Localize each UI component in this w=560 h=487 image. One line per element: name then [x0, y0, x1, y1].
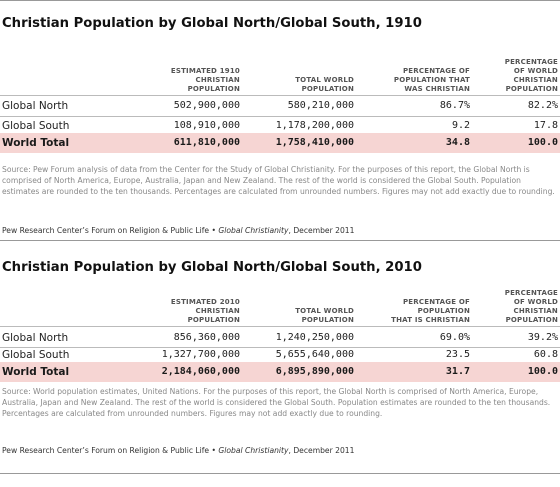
table-row: Global South 108,910,000 1,178,200,000 9…	[0, 116, 560, 136]
row-label: Global North	[2, 332, 69, 344]
cell-total-pop: 580,210,000	[287, 100, 354, 111]
row-label: Global North	[2, 100, 69, 112]
credit-line: Pew Research Center’s Forum on Religion …	[2, 446, 354, 455]
header-pct-world-christian: PERCENTAGE OF WORLD CHRISTIAN POPULATION	[504, 289, 558, 324]
credit-line: Pew Research Center’s Forum on Religion …	[2, 226, 354, 235]
cell-total-pop: 1,240,250,000	[275, 332, 354, 343]
header-rule	[0, 326, 560, 327]
cell-christian-pop: 108,910,000	[173, 120, 240, 131]
cell-christian-pop: 1,327,700,000	[161, 349, 240, 360]
cell-total-pop: 5,655,640,000	[275, 349, 354, 360]
cell-total-pop: 1,178,200,000	[275, 120, 354, 131]
table-row: Global South 1,327,700,000 5,655,640,000…	[0, 345, 560, 365]
row-label: World Total	[2, 137, 70, 149]
header-total-world: TOTAL WORLD POPULATION	[295, 307, 354, 324]
source-note: Source: World population estimates, Unit…	[2, 387, 551, 418]
cell-pct-christian: 34.8	[445, 137, 470, 148]
credit-publication: Global Christianity	[218, 446, 289, 455]
header-total-world: TOTAL WORLD POPULATION	[295, 76, 354, 93]
header-estimated-christian: ESTIMATED 1910 CHRISTIAN POPULATION	[170, 67, 240, 93]
cell-pct-christian: 23.5	[445, 349, 470, 360]
cell-pct-world: 82.2%	[527, 100, 558, 111]
row-rule	[0, 347, 560, 348]
table-title: Christian Population by Global North/Glo…	[2, 260, 422, 275]
credit-publication: Global Christianity	[218, 226, 289, 235]
header-rule	[0, 95, 560, 96]
cell-pct-christian: 9.2	[451, 120, 470, 131]
cell-christian-pop: 2,184,060,000	[161, 366, 240, 377]
cell-christian-pop: 856,360,000	[173, 332, 240, 343]
source-note: Source: Pew Forum analysis of data from …	[2, 165, 555, 196]
row-label: Global South	[2, 120, 70, 132]
section-divider	[0, 0, 560, 1]
cell-pct-world: 17.8	[533, 120, 558, 131]
section-divider	[0, 240, 560, 241]
credit-date: , December 2011	[288, 226, 355, 235]
credit-date: , December 2011	[288, 446, 355, 455]
header-pct-world-christian: PERCENTAGE OF WORLD CHRISTIAN POPULATION	[504, 58, 558, 93]
credit-org: Pew Research Center’s Forum on Religion …	[2, 226, 216, 235]
cell-total-pop: 6,895,890,000	[275, 366, 354, 377]
cell-pct-christian: 69.0%	[439, 332, 470, 343]
row-label: World Total	[2, 366, 70, 378]
cell-pct-christian: 86.7%	[439, 100, 470, 111]
cell-christian-pop: 502,900,000	[173, 100, 240, 111]
header-estimated-christian: ESTIMATED 2010 CHRISTIAN POPULATION	[170, 298, 240, 324]
bottom-divider	[0, 473, 560, 474]
cell-pct-world: 60.8	[533, 349, 558, 360]
credit-org: Pew Research Center’s Forum on Religion …	[2, 446, 216, 455]
table-row: Global North 502,900,000 580,210,000 86.…	[0, 96, 560, 116]
table-row-total: World Total 611,810,000 1,758,410,000 34…	[0, 133, 560, 153]
cell-pct-world: 39.2%	[527, 332, 558, 343]
table-row: Global North 856,360,000 1,240,250,000 6…	[0, 328, 560, 348]
row-label: Global South	[2, 349, 70, 361]
table-row-total: World Total 2,184,060,000 6,895,890,000 …	[0, 362, 560, 382]
cell-pct-christian: 31.7	[445, 366, 470, 377]
header-pct-population: PERCENTAGE OF POPULATION THAT WAS CHRIST…	[393, 67, 470, 93]
row-rule	[0, 116, 560, 117]
table-title: Christian Population by Global North/Glo…	[2, 16, 422, 31]
cell-pct-world: 100.0	[527, 137, 558, 148]
cell-christian-pop: 611,810,000	[173, 137, 240, 148]
cell-total-pop: 1,758,410,000	[275, 137, 354, 148]
cell-pct-world: 100.0	[527, 366, 558, 377]
header-pct-population: PERCENTAGE OF POPULATION THAT IS CHRISTI…	[391, 298, 470, 324]
